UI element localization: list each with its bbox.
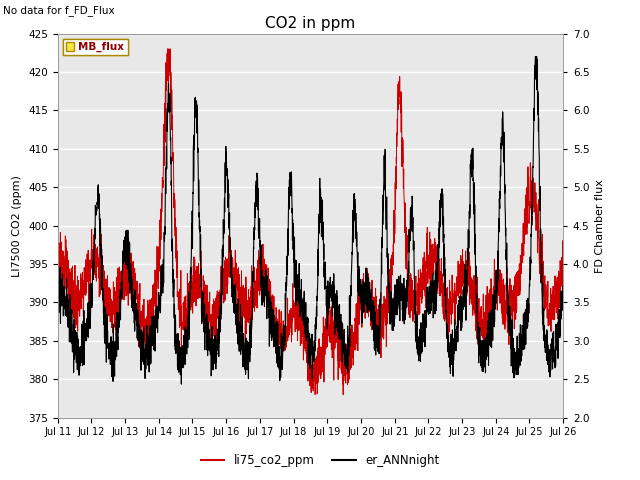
Legend: li75_co2_ppm, er_ANNnight: li75_co2_ppm, er_ANNnight (196, 449, 444, 472)
Text: No data for f_FD_Flux: No data for f_FD_Flux (3, 5, 115, 16)
Y-axis label: FD Chamber flux: FD Chamber flux (595, 179, 605, 273)
Title: CO2 in ppm: CO2 in ppm (265, 16, 356, 31)
Legend: MB_flux: MB_flux (63, 39, 127, 55)
Y-axis label: LI7500 CO2 (ppm): LI7500 CO2 (ppm) (12, 175, 22, 276)
